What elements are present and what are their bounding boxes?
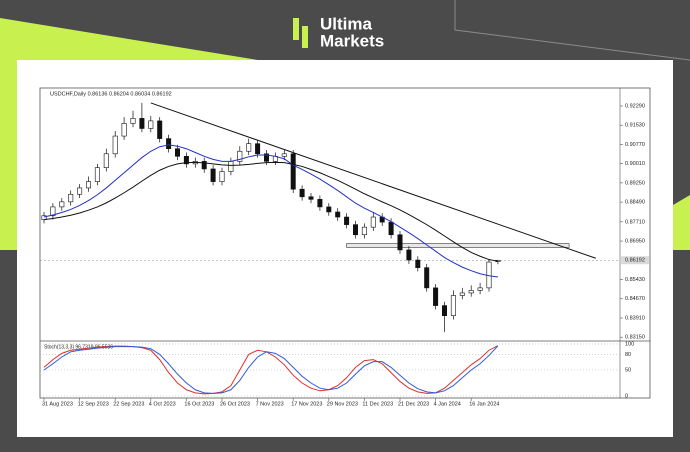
x-tick-label: 31 Aug 2023 <box>42 401 73 407</box>
moving-average <box>43 144 498 278</box>
candle-body <box>130 118 136 124</box>
candle-body <box>299 188 305 198</box>
candle-body <box>86 181 92 189</box>
candle-body <box>335 211 341 218</box>
moving-average <box>43 161 498 262</box>
candle-body <box>219 171 225 182</box>
chart-title: USDCHF,Daily 0.86136 0.86204 0.86034 0.8… <box>50 91 172 97</box>
candle-body <box>246 143 252 152</box>
candle-body <box>255 143 261 155</box>
candle-body <box>68 193 74 203</box>
x-tick-label: 4 Jan 2024 <box>434 401 461 407</box>
candle-body <box>148 120 154 129</box>
osc-tick-label: 50 <box>625 367 631 373</box>
candle-body <box>433 287 439 306</box>
candle-body <box>468 290 474 294</box>
candle-body <box>397 234 403 251</box>
y-tick-label: 0.92290 <box>625 103 645 109</box>
y-tick-label: 0.88490 <box>625 200 645 206</box>
candle-body <box>157 120 163 139</box>
oscillator-line <box>43 345 499 394</box>
y-tick-label: 0.87710 <box>625 219 645 225</box>
candle-body <box>370 216 376 228</box>
current-price-label: 0.86192 <box>625 258 645 264</box>
x-tick-label: 12 Sep 2023 <box>78 401 109 407</box>
oscillator-line <box>43 345 499 395</box>
decor-line <box>454 0 690 61</box>
x-tick-label: 7 Nov 2023 <box>256 401 284 407</box>
candle-body <box>415 259 421 268</box>
x-tick-label: 11 Dec 2023 <box>362 401 393 407</box>
y-tick-label: 0.90010 <box>625 161 645 167</box>
logo-icon <box>293 18 299 40</box>
oscillator-title: Stoch(13,3,3) 96.7319 96.5536 <box>44 344 113 350</box>
y-tick-label: 0.90770 <box>625 142 645 148</box>
y-tick-label: 0.86950 <box>625 239 645 245</box>
trendline <box>150 102 596 259</box>
candle-body <box>290 153 296 190</box>
candle-body <box>450 295 456 317</box>
y-tick-label: 0.83910 <box>625 315 645 321</box>
candle-body <box>175 148 181 157</box>
x-tick-label: 17 Nov 2023 <box>291 401 322 407</box>
candle-body <box>103 153 109 168</box>
osc-tick-label: 80 <box>625 352 631 358</box>
candle-body <box>77 187 83 195</box>
candle-body <box>459 292 465 296</box>
accent-shape <box>673 195 690 250</box>
candle-body <box>317 199 323 208</box>
osc-tick-label: 0 <box>625 393 628 399</box>
x-tick-label: 4 Oct 2023 <box>149 401 176 407</box>
candle-body <box>424 267 430 289</box>
candle-body <box>112 135 118 155</box>
x-tick-label: 26 Oct 2023 <box>220 401 250 407</box>
candle-body <box>352 224 358 236</box>
x-tick-label: 29 Nov 2023 <box>327 401 358 407</box>
x-tick-label: 21 Dec 2023 <box>398 401 429 407</box>
osc-tick-label: 100 <box>625 341 634 347</box>
logo-icon <box>302 26 308 48</box>
candle-body <box>388 221 394 236</box>
candle-body <box>263 153 269 162</box>
candle-body <box>308 196 314 200</box>
brand-line: Ultima <box>320 14 373 33</box>
y-tick-label: 0.84670 <box>625 296 645 302</box>
candle-body <box>406 249 412 261</box>
x-tick-label: 16 Oct 2023 <box>184 401 214 407</box>
candle-body <box>183 156 189 165</box>
candle-body <box>139 118 145 129</box>
candle-body <box>237 150 243 162</box>
brand-line: Markets <box>320 31 384 50</box>
candle-body <box>361 226 367 236</box>
chart-panel <box>17 60 673 437</box>
candle-body <box>166 138 172 150</box>
candle-body <box>344 216 350 225</box>
y-tick-label: 0.89250 <box>625 180 645 186</box>
current-price-box <box>621 256 649 265</box>
candle-body <box>59 201 65 208</box>
candle-body <box>201 161 207 170</box>
candle-body <box>441 305 447 317</box>
candle-body <box>121 123 127 137</box>
resistance-zone <box>346 243 570 248</box>
y-tick-label: 0.91530 <box>625 123 645 129</box>
x-tick-label: 16 Jan 2024 <box>469 401 499 407</box>
y-tick-label: 0.85430 <box>625 277 645 283</box>
candle-body <box>94 167 100 182</box>
y-tick-label: 0.83150 <box>625 335 645 341</box>
candle-body <box>228 161 234 172</box>
candle-body <box>326 206 332 213</box>
chart-frame <box>39 87 651 399</box>
candle-body <box>210 168 216 182</box>
candle-body <box>477 287 483 291</box>
candle-body <box>50 206 56 217</box>
candle-body <box>281 153 287 157</box>
x-tick-label: 22 Sep 2023 <box>113 401 144 407</box>
